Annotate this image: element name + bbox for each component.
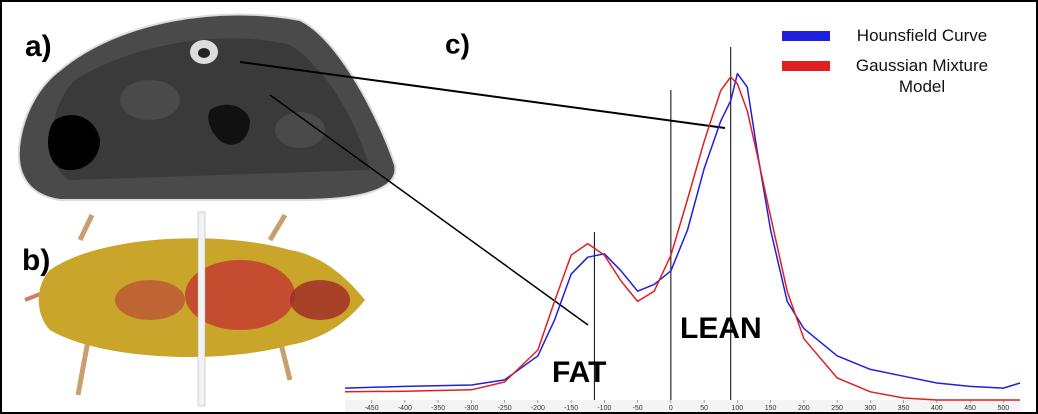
panel-label: b) [22, 244, 50, 277]
x-tick-label: -150 [564, 405, 578, 412]
legend-label: Gaussian Mixture Model [855, 56, 989, 96]
series-line [344, 76, 1020, 401]
ct-slice [17, 13, 397, 201]
x-tick-label: -200 [531, 405, 545, 412]
panel-label: c) [445, 28, 470, 59]
annotation: LEAN [680, 312, 762, 345]
body-render [24, 211, 365, 407]
x-tick-label: 150 [765, 405, 777, 412]
x-tick-label: 250 [831, 405, 843, 412]
x-tick-label: -350 [431, 405, 445, 412]
x-tick-label: -400 [398, 405, 412, 412]
legend-swatch [782, 31, 830, 41]
x-tick-label: -450 [365, 405, 379, 412]
annotation: FAT [552, 356, 606, 389]
connector [239, 61, 726, 129]
x-tick-label: 400 [931, 405, 943, 412]
series-line [344, 72, 1021, 389]
x-tick-label: -250 [498, 405, 512, 412]
x-tick-label: 100 [732, 405, 744, 412]
x-tick-label: 0 [669, 405, 673, 412]
connector [269, 94, 589, 326]
x-tick-label: -100 [597, 405, 611, 412]
x-tick-label: -300 [464, 405, 478, 412]
x-tick-label: -50 [633, 405, 643, 412]
x-tick-label: 350 [898, 405, 910, 412]
x-axis-strip [345, 400, 1020, 412]
x-tick-label: 300 [865, 405, 877, 412]
x-tick-label: 200 [798, 405, 810, 412]
panel-label: a) [25, 30, 52, 63]
x-tick-label: 500 [998, 405, 1010, 412]
x-tick-label: 50 [700, 405, 708, 412]
x-tick-label: 450 [964, 405, 976, 412]
legend-label: Hounsfield Curve [856, 26, 988, 45]
legend-swatch [782, 61, 830, 71]
